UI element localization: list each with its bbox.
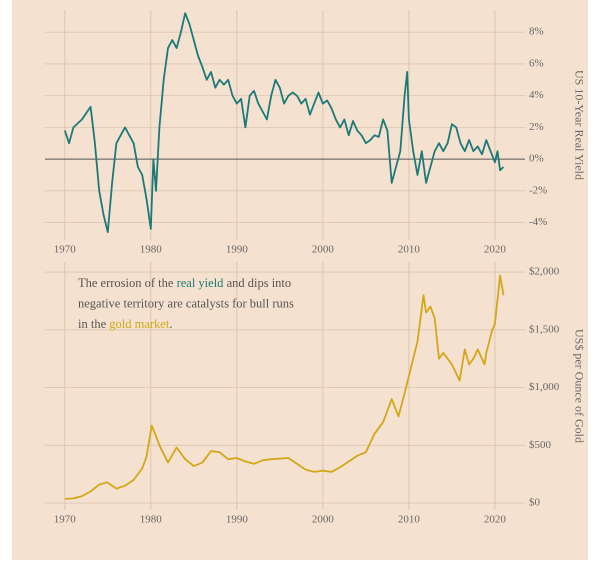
annotation-text: in the [78,317,109,331]
x-tick-label: 2010 [398,244,421,256]
annotation: negative territory are catalysts for bul… [78,296,294,310]
y-axis-label: US$ per Ounce of Gold [572,329,586,443]
y-tick-label: $1,000 [529,381,560,393]
x-tick-label: 2020 [484,244,507,256]
y-tick-label: 0% [529,153,544,165]
x-tick-label: 2010 [398,514,421,526]
annotation-text: gold market [109,317,170,331]
y-tick-label: $0 [529,497,541,509]
x-tick-label: 1980 [140,244,163,256]
y-tick-label: -2% [529,184,547,196]
x-tick-label: 1980 [140,514,163,526]
y-tick-label: $1,500 [529,323,560,335]
y-tick-label: 8% [529,26,544,38]
annotation-text: real yield [177,276,225,290]
annotation-text: The errosion of the [78,276,177,290]
y-tick-label: 6% [529,57,544,69]
x-tick-label: 2000 [312,244,335,256]
line [64,274,505,500]
y-tick-label: $2,000 [529,266,560,278]
y-tick-label: -4% [529,216,547,228]
annotation-text: negative territory are catalysts for bul… [78,296,294,310]
x-tick-label: 1970 [54,514,77,526]
annotation-text: and dips into [223,276,291,290]
y-tick-label: 4% [529,89,544,101]
annotation: in the gold market. [78,317,172,331]
annotation: The errosion of the real yield and dips … [78,276,291,290]
x-tick-label: 2020 [484,514,507,526]
x-tick-label: 1970 [54,244,77,256]
x-tick-label: 2000 [312,514,335,526]
y-tick-label: $500 [529,439,552,451]
y-axis-label: US 10-Year Real Yield [572,70,586,180]
x-tick-label: 1990 [226,514,249,526]
y-tick-label: 2% [529,121,544,133]
annotation-text: . [169,317,172,331]
line [63,12,505,233]
x-tick-label: 1990 [226,244,249,256]
